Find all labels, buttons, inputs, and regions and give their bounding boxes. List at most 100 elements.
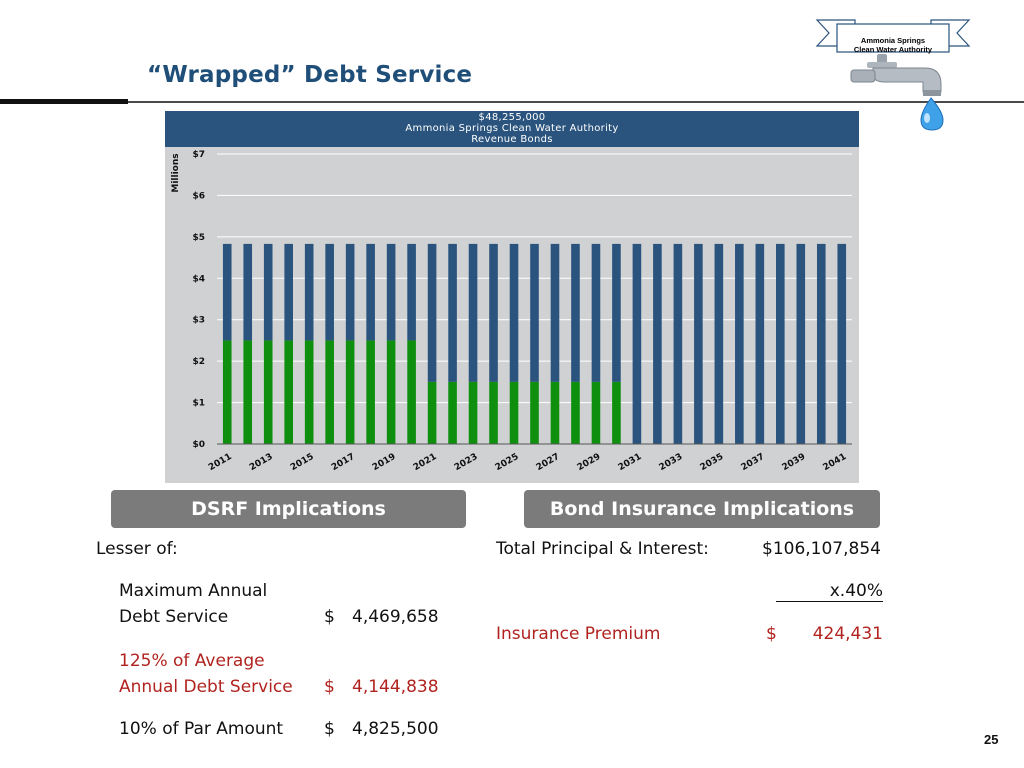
bar-segment-2030-green — [612, 381, 621, 444]
bar-segment-2032-blue — [653, 243, 662, 444]
logo-text-line-1: Ammonia Springs — [860, 36, 926, 45]
logo-text-line-2: Clean Water Authority — [853, 45, 933, 54]
bar-segment-2021-green — [427, 381, 437, 444]
bar-segment-2029-blue — [591, 243, 601, 382]
bar-segment-2018-green — [366, 340, 375, 444]
debt-service-chart: $0 $1 $2 $3 $4 $5 $6 $7 2011 2013 2015 2017 2019 202… — [171, 150, 852, 473]
ribbon-body — [836, 23, 950, 53]
bar-segment-2025-green — [509, 381, 519, 444]
bar-segment-2037-blue — [755, 243, 765, 444]
max-annual-value: 4,469,658 — [352, 607, 439, 627]
bar-segment-2022-green — [448, 381, 457, 444]
x-tick-label: 2041 — [822, 452, 849, 473]
bar-segment-2026-green — [530, 381, 539, 444]
insurance-premium-dollar-sign: $ — [766, 624, 777, 644]
bar-segment-2011-blue — [222, 243, 232, 341]
bar-segment-2020-green — [407, 340, 416, 444]
average-dollar-sign: $ — [324, 677, 335, 697]
x-tick-label: 2015 — [289, 452, 316, 473]
dsrf-implications-header: DSRF Implications — [111, 490, 466, 528]
title-rule-thick — [0, 99, 128, 104]
total-principal-interest-label: Total Principal & Interest: — [496, 539, 709, 559]
page-number: 25 — [984, 732, 999, 747]
bar-segment-2026-blue — [530, 243, 539, 382]
insurance-premium-value: 424,431 — [812, 624, 883, 644]
insurance-rate: x.40% — [775, 581, 883, 602]
bar-segment-2017-blue — [345, 243, 355, 341]
y-tick-label: $5 — [192, 233, 205, 243]
x-tick-label: 2013 — [248, 452, 275, 473]
bar-segment-2027-blue — [550, 243, 560, 382]
x-tick-label: 2031 — [617, 452, 644, 473]
bar-segment-2012-blue — [243, 243, 253, 341]
authority-logo — [815, 19, 971, 131]
bar-segment-2018-blue — [366, 243, 375, 341]
bar-segment-2015-green — [304, 340, 314, 444]
bar-segment-2019-blue — [386, 243, 396, 341]
par-amount-dollar-sign: $ — [324, 719, 335, 739]
x-tick-label: 2025 — [494, 452, 521, 473]
bar-segment-2014-green — [284, 340, 293, 444]
bar-segment-2038-blue — [776, 243, 785, 444]
bar-segment-2036-blue — [735, 243, 744, 444]
max-annual-label-line-2: Debt Service — [119, 607, 229, 627]
bar-segment-2022-blue — [448, 243, 457, 382]
max-annual-dollar-sign: $ — [324, 607, 335, 627]
x-tick-label: 2037 — [740, 452, 767, 473]
x-tick-label: 2029 — [576, 452, 603, 473]
bar-segment-2016-green — [325, 340, 334, 444]
bar-segment-2024-green — [489, 381, 498, 444]
bar-segment-2019-green — [386, 340, 396, 444]
x-tick-label: 2019 — [371, 452, 398, 473]
lesser-of-label: Lesser of: — [96, 539, 178, 559]
x-tick-label: 2017 — [330, 452, 357, 473]
bar-segment-2035-blue — [714, 243, 724, 444]
par-amount-label: 10% of Par Amount — [119, 719, 284, 739]
x-tick-label: 2021 — [412, 452, 439, 473]
y-tick-label: $0 — [192, 440, 205, 450]
logo-text: Ammonia Springs Clean Water Authority — [838, 36, 948, 54]
bar-segment-2017-green — [345, 340, 355, 444]
bar-segment-2013-blue — [263, 243, 273, 341]
average-value: 4,144,838 — [352, 677, 439, 697]
x-tick-label: 2023 — [453, 452, 480, 473]
bar-segment-2013-green — [263, 340, 273, 444]
x-axis-labels: 2011 2013 2015 2017 2019 2021 2023 2025 2027 2029… — [207, 452, 848, 473]
bar-segment-2025-blue — [509, 243, 519, 382]
insurance-premium-label: Insurance Premium — [496, 624, 661, 644]
faucet-icon — [872, 67, 942, 93]
bar-segment-2015-blue — [304, 243, 314, 341]
average-label-line-1: 125% of Average — [119, 651, 265, 671]
bar-segment-2021-blue — [427, 243, 437, 382]
chart-bars — [222, 243, 847, 444]
bar-segment-2016-blue — [325, 243, 334, 341]
x-tick-label: 2035 — [699, 452, 726, 473]
bar-segment-2024-blue — [489, 243, 498, 382]
chart-banner-type: Revenue Bonds — [471, 134, 553, 145]
y-tick-label: $6 — [192, 191, 205, 201]
bond-insurance-implications-header: Bond Insurance Implications — [524, 490, 880, 528]
bar-segment-2011-green — [222, 340, 232, 444]
water-drop-icon — [920, 97, 944, 131]
total-principal-interest-value: $106,107,854 — [762, 539, 881, 559]
max-annual-label-line-1: Maximum Annual — [119, 581, 268, 601]
x-tick-label: 2033 — [658, 452, 685, 473]
faucet-handle-icon — [877, 54, 887, 64]
par-amount-value: 4,825,500 — [352, 719, 439, 739]
y-tick-label: $4 — [192, 274, 205, 284]
chart-banner-amount: $48,255,000 — [478, 112, 546, 123]
y-tick-label: $2 — [192, 357, 205, 367]
bar-segment-2023-green — [468, 381, 478, 444]
title-rule-thin — [128, 101, 1024, 103]
bar-segment-2029-green — [591, 381, 601, 444]
chart-banner: $48,255,000 Ammonia Springs Clean Water … — [165, 111, 859, 147]
slide-title: “Wrapped” Debt Service — [147, 62, 473, 88]
bar-segment-2033-blue — [673, 243, 683, 444]
average-label-line-2: Annual Debt Service — [119, 677, 293, 697]
bar-segment-2034-blue — [694, 243, 703, 444]
bar-segment-2012-green — [243, 340, 253, 444]
bar-segment-2028-blue — [571, 243, 580, 382]
x-tick-label: 2027 — [535, 452, 562, 473]
y-tick-label: $7 — [192, 150, 205, 160]
bar-segment-2014-blue — [284, 243, 293, 341]
